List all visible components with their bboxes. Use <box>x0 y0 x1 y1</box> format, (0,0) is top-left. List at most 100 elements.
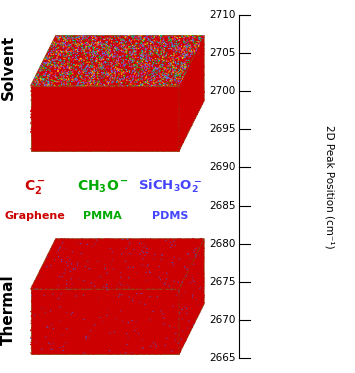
Point <box>115 332 121 338</box>
Point <box>158 147 164 153</box>
Point <box>89 259 95 265</box>
Point <box>131 322 137 328</box>
Point <box>116 66 122 72</box>
Point <box>70 40 76 46</box>
Point <box>127 139 133 145</box>
Point <box>141 258 146 264</box>
Point <box>103 266 108 272</box>
Point <box>200 57 206 63</box>
Point <box>161 57 167 63</box>
Point <box>105 88 111 94</box>
Point <box>112 89 118 95</box>
Point <box>64 304 70 310</box>
Point <box>195 251 200 257</box>
Point <box>152 87 157 93</box>
Point <box>161 126 166 132</box>
Point <box>183 337 189 343</box>
Point <box>152 129 158 135</box>
Point <box>111 341 117 347</box>
Point <box>155 91 160 97</box>
Point <box>119 313 125 319</box>
Point <box>112 284 118 290</box>
Point <box>91 325 97 331</box>
Point <box>163 106 169 112</box>
Point <box>192 62 198 68</box>
Point <box>36 292 42 298</box>
Point <box>147 278 152 283</box>
Point <box>143 329 149 335</box>
Point <box>115 314 121 320</box>
Point <box>195 243 201 249</box>
Point <box>152 106 158 112</box>
Point <box>133 292 138 298</box>
Point <box>59 329 64 335</box>
Point <box>68 260 73 266</box>
Point <box>32 278 38 284</box>
Point <box>124 243 130 249</box>
Point <box>144 251 150 257</box>
Point <box>105 314 111 320</box>
Point <box>34 338 40 344</box>
Point <box>115 319 121 325</box>
Point <box>61 344 67 350</box>
Point <box>104 99 110 105</box>
Point <box>168 86 174 92</box>
Point <box>183 51 189 57</box>
Point <box>124 307 129 313</box>
Point <box>59 281 65 287</box>
Point <box>119 318 125 324</box>
Point <box>172 253 178 259</box>
Point <box>70 266 76 272</box>
Point <box>150 331 155 337</box>
Point <box>149 241 155 247</box>
Point <box>177 100 182 106</box>
Point <box>114 118 119 124</box>
Point <box>46 272 52 278</box>
Point <box>184 253 189 259</box>
Point <box>131 293 137 299</box>
Point <box>201 79 206 85</box>
Point <box>195 89 201 95</box>
Polygon shape <box>31 289 179 354</box>
Point <box>113 301 119 307</box>
Point <box>123 244 129 250</box>
Point <box>79 93 84 98</box>
Point <box>190 294 195 300</box>
Point <box>99 342 105 348</box>
Point <box>181 112 186 118</box>
Point <box>140 135 146 141</box>
Point <box>94 41 99 47</box>
Point <box>170 62 175 68</box>
Point <box>45 321 50 327</box>
Point <box>94 259 100 265</box>
Point <box>176 78 182 84</box>
Point <box>139 350 145 355</box>
Point <box>105 273 110 279</box>
Point <box>150 325 156 331</box>
Point <box>143 350 149 356</box>
Point <box>51 250 57 256</box>
Point <box>81 96 87 102</box>
Point <box>99 244 105 250</box>
Point <box>84 131 89 137</box>
Point <box>128 245 133 251</box>
Point <box>34 128 40 134</box>
Point <box>170 85 176 91</box>
Point <box>185 272 190 278</box>
Point <box>75 250 81 256</box>
Point <box>146 44 151 50</box>
Point <box>141 292 147 298</box>
Point <box>117 127 123 133</box>
Point <box>184 322 189 327</box>
Point <box>129 38 134 44</box>
Point <box>73 119 79 125</box>
Point <box>170 86 176 92</box>
Point <box>87 137 92 143</box>
Point <box>72 106 78 112</box>
Point <box>121 88 127 94</box>
Point <box>145 294 151 300</box>
Point <box>170 347 175 353</box>
Point <box>58 248 64 254</box>
Point <box>103 279 108 285</box>
Point <box>58 84 64 90</box>
